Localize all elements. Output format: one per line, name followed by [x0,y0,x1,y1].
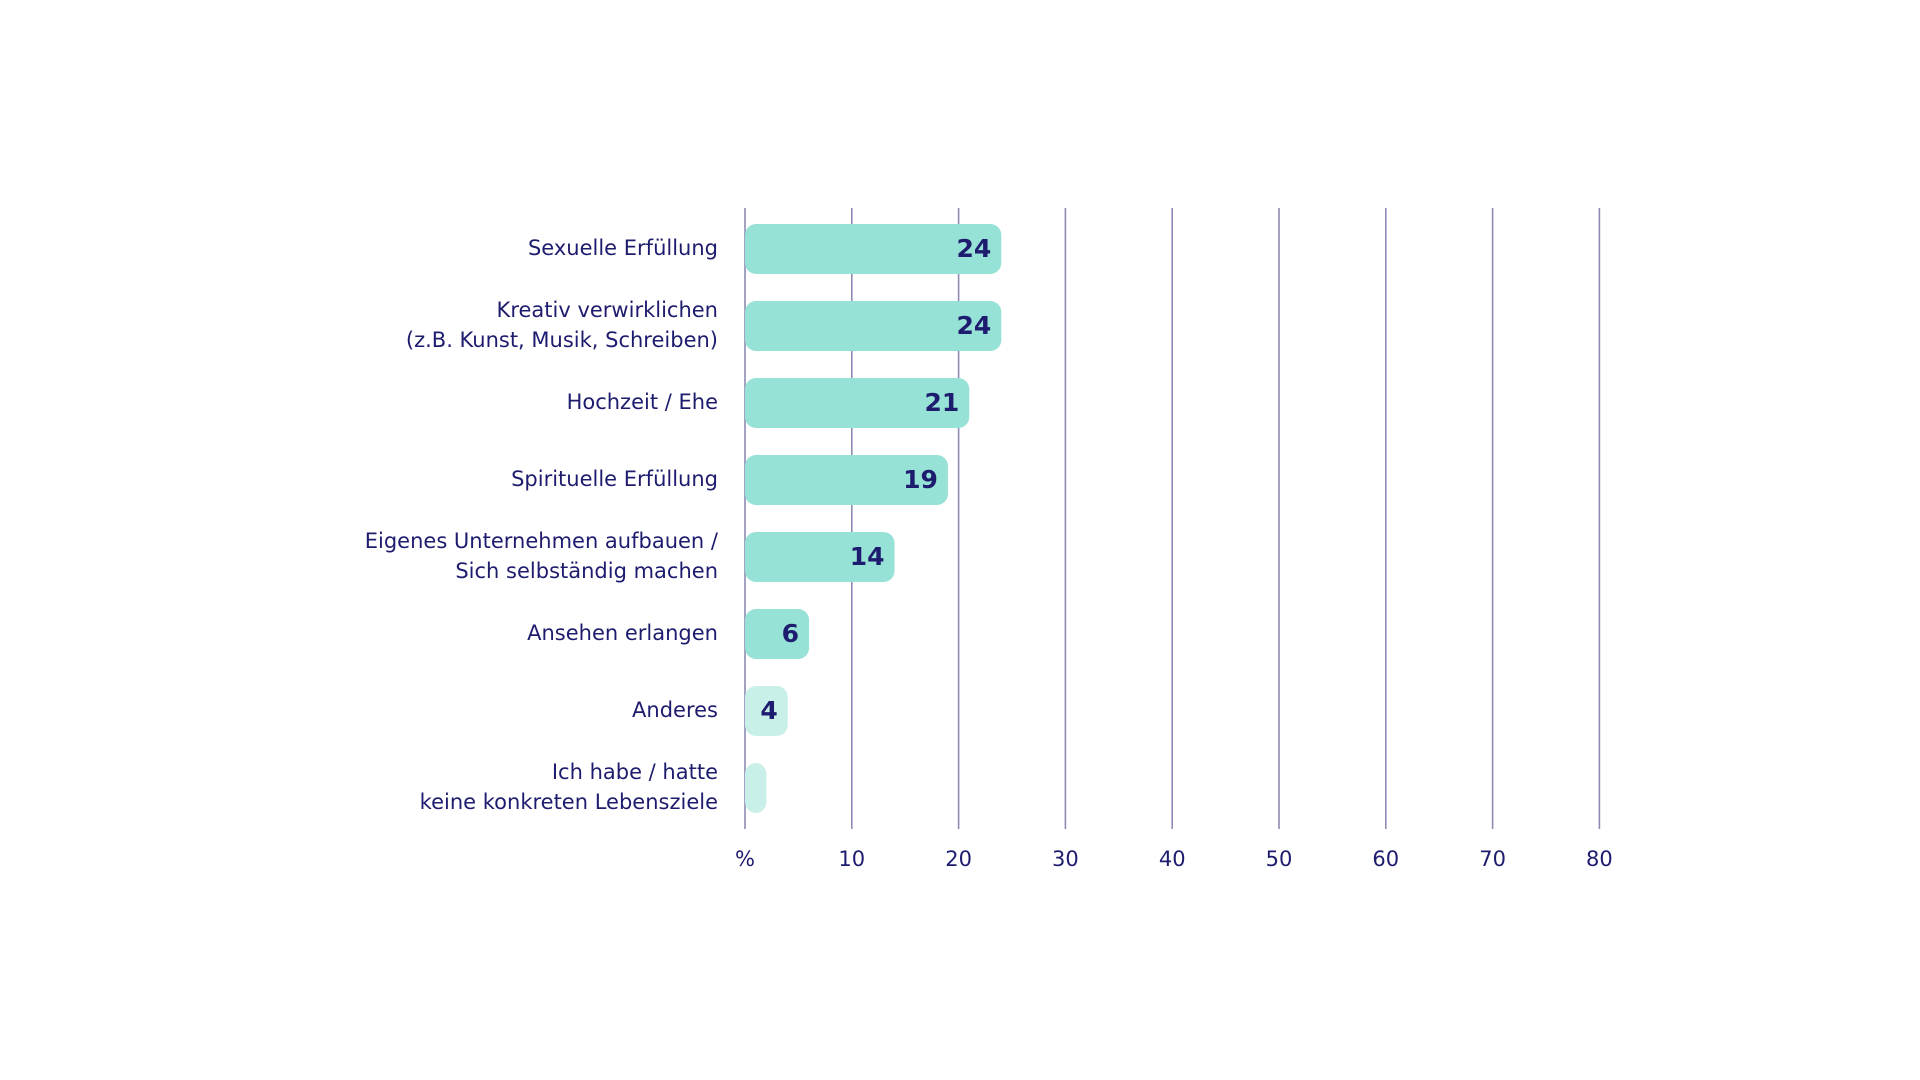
value-label-0: 24 [957,234,992,263]
category-label-1-1: (z.B. Kunst, Musik, Schreiben) [406,328,718,352]
category-label-7-0: Ich habe / hatte [552,760,718,784]
x-tick-label-40: 40 [1159,847,1186,871]
category-label-6-0: Anderes [632,698,718,722]
category-label-3-0: Spirituelle Erfüllung [511,467,718,491]
bars [745,224,1002,813]
bar-5 [745,609,810,659]
value-label-4: 14 [850,542,885,571]
value-label-6: 4 [760,696,777,725]
bar-3 [745,455,948,505]
x-tick-label-10: 10 [838,847,865,871]
category-label-7-1: keine konkreten Lebensziele [420,790,718,814]
bar-0 [745,224,1002,274]
value-label-5: 6 [782,619,799,648]
category-labels: Sexuelle Erfüllung Kreativ verwirklichen (… [365,236,719,814]
x-tick-label-70: 70 [1479,847,1506,871]
x-axis-tick-labels: % 10 20 30 40 50 60 70 80 [735,847,1613,871]
bar-7 [745,763,767,813]
x-tick-label-0: % [735,847,755,871]
category-label-1-0: Kreativ verwirklichen [497,298,718,322]
value-label-3: 19 [903,465,938,494]
x-tick-label-80: 80 [1586,847,1613,871]
category-label-4-1: Sich selbständig machen [455,559,718,583]
value-label-2: 21 [924,388,959,417]
bar-6 [745,686,788,736]
value-labels: 24 24 21 19 14 6 4 [760,234,991,725]
category-label-0-0: Sexuelle Erfüllung [528,236,718,260]
category-label-4-0: Eigenes Unternehmen aufbauen / [365,529,719,553]
category-label-2-0: Hochzeit / Ehe [567,390,718,414]
value-label-1: 24 [957,311,992,340]
category-label-5-0: Ansehen erlangen [527,621,718,645]
bar-4 [745,532,895,582]
x-tick-label-30: 30 [1052,847,1079,871]
x-tick-label-50: 50 [1266,847,1293,871]
x-tick-label-20: 20 [945,847,972,871]
x-tick-label-60: 60 [1372,847,1399,871]
bar-2 [745,378,970,428]
bar-1 [745,301,1002,351]
